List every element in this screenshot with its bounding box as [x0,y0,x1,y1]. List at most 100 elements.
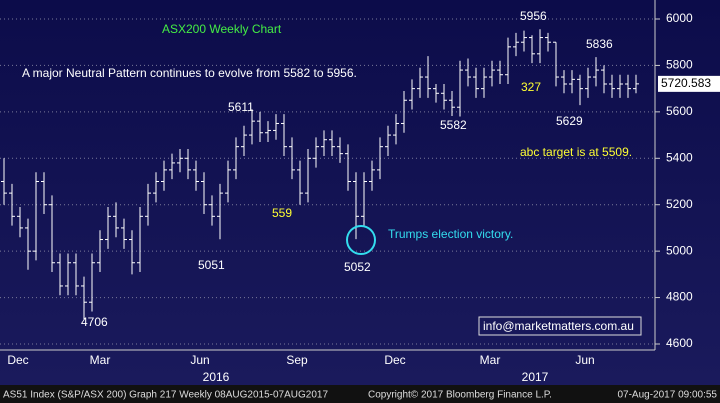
x-tick-label: Mar [480,353,501,367]
ohlc-bar [97,230,103,273]
y-tick-label: 4600 [666,336,693,350]
ohlc-bar [257,111,263,143]
ohlc-bar [193,160,199,191]
ohlc-bar [57,253,63,296]
year-label: 2017 [522,370,549,384]
annotation: 5051 [198,258,225,272]
ohlc-bar [345,144,351,191]
ohlc-bar [529,35,535,64]
ohlc-bar [129,230,135,275]
ohlc-bar [369,160,375,191]
x-tick-label: Dec [7,353,28,367]
ohlc-bar [545,32,551,52]
ohlc-bar [337,137,343,163]
annotation: A major Neutral Pattern continues to evo… [22,66,357,80]
annotation: 559 [272,206,292,220]
ohlc-bar [169,153,175,180]
ohlc-bar [49,195,55,273]
ohlc-bar [393,114,399,145]
ohlc-bar [241,125,247,156]
ohlc-bar [465,58,471,87]
ohlc-bar [457,60,463,117]
annotation: 5629 [556,114,583,128]
ohlc-bar [417,67,423,98]
y-tick-label: 5000 [666,243,693,257]
ohlc-bar [433,84,439,103]
ohlc-bar [153,172,159,203]
ohlc-bar [265,121,271,143]
ohlc-bar [425,56,431,98]
ohlc-bar [625,74,631,98]
ohlc-bar [409,79,415,110]
ohlc-bar [305,149,311,203]
last-price-box [658,75,720,92]
ohlc-bar [145,183,151,226]
footer-text: 07-Aug-2017 09:00:55 [617,390,717,401]
chart-title: ASX200 Weekly Chart [162,22,282,36]
ohlc-bar [569,70,575,94]
ohlc-bar [385,125,391,156]
ohlc-bar [113,202,119,238]
y-tick-label: 4800 [666,290,693,304]
x-tick-label: Jun [575,353,594,367]
ohlc-bar [553,41,559,87]
y-tick-label: 5400 [666,150,693,164]
ohlc-bar [401,90,407,133]
annotation: 327 [521,80,541,94]
ohlc-bar [41,172,47,214]
annotation: 5956 [520,9,547,23]
annotation: info@marketmatters.com.au [483,319,634,333]
ohlc-bar [473,67,479,98]
y-tick-label: 5800 [666,58,693,72]
y-tick-label: 5600 [666,104,693,118]
ohlc-bar [313,137,319,168]
ohlc-bar [505,37,511,84]
ohlc-bar [1,158,7,205]
x-tick-label: Dec [384,353,405,367]
ohlc-bar [289,137,295,180]
annotation: abc target is at 5509. [520,145,632,159]
annotation: 5836 [586,37,613,51]
ohlc-bar [33,172,39,261]
ohlc-bar [217,183,223,240]
ohlc-bar [537,29,543,64]
annotation: 5611 [228,100,254,114]
footer-text: AS51 Index (S&P/ASX 200) Graph 217 Weekl… [3,390,328,401]
footer-bar [0,385,720,403]
ohlc-bar [513,32,519,57]
highlight-circle [346,225,376,255]
x-tick-label: Sep [286,353,308,367]
ohlc-bar [65,253,71,296]
ohlc-bar [633,74,639,94]
ohlc-bar [497,60,503,84]
ohlc-bar [281,114,287,156]
ohlc-bar [225,160,231,203]
year-label: 2016 [203,370,230,384]
ohlc-bar [121,218,127,249]
ohlc-bar [297,160,303,205]
ohlc-bar [617,74,623,98]
footer-text: Copyright© 2017 Bloomberg Finance L.P. [368,390,552,401]
ohlc-bar [17,207,23,238]
ohlc-bar [489,60,495,87]
ohlc-bar [601,65,607,94]
annotation: Trumps election victory. [388,227,513,241]
last-price-label: 5720.583 [661,76,711,90]
ohlc-bar [521,30,527,52]
ohlc-bar [441,84,447,110]
ohlc-bar [161,160,167,191]
x-tick-label: Jun [190,353,209,367]
x-tick-label: Mar [90,353,111,367]
ohlc-bar [249,109,255,145]
background [0,0,720,385]
ohlc-bar [233,137,239,180]
ohlc-bar [361,172,367,226]
ohlc-bar [137,207,143,273]
ohlc-bar [73,253,79,296]
ohlc-bar [273,114,279,140]
y-tick-label: 5200 [666,197,693,211]
ohlc-bar [25,218,31,270]
ohlc-bar [105,207,111,249]
ohlc-bar [321,130,327,156]
